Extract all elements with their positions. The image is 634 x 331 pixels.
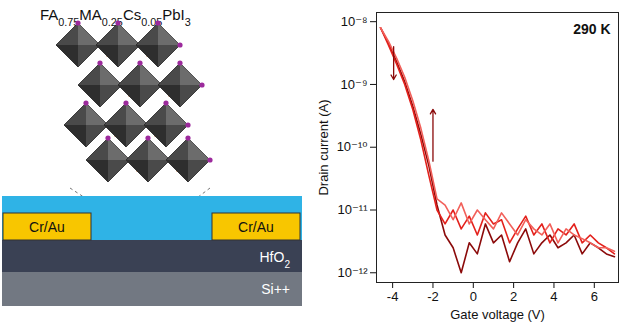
svg-text:-4: -4 <box>387 289 399 304</box>
svg-text:HfO2: HfO2 <box>260 249 291 270</box>
svg-text:Si++: Si++ <box>261 281 290 297</box>
svg-text:-2: -2 <box>427 289 439 304</box>
svg-text:10⁻¹¹: 10⁻¹¹ <box>338 202 369 217</box>
svg-text:Cr/Au: Cr/Au <box>238 219 274 235</box>
svg-text:0: 0 <box>470 289 477 304</box>
svg-text:FA0.75MA0.25Cs0.05PbI3: FA0.75MA0.25Cs0.05PbI3 <box>40 6 191 28</box>
svg-text:Drain current (A): Drain current (A) <box>316 99 331 195</box>
svg-text:Cr/Au: Cr/Au <box>29 219 65 235</box>
svg-text:6: 6 <box>591 289 598 304</box>
svg-text:10⁻¹⁰: 10⁻¹⁰ <box>337 139 368 154</box>
svg-text:10⁻⁹: 10⁻⁹ <box>341 77 368 92</box>
svg-text:4: 4 <box>550 289 557 304</box>
svg-text:Gate voltage (V): Gate voltage (V) <box>450 307 545 322</box>
svg-text:10⁻⁸: 10⁻⁸ <box>341 14 368 29</box>
svg-text:2: 2 <box>510 289 517 304</box>
svg-text:290 K: 290 K <box>573 21 610 37</box>
svg-text:10⁻¹²: 10⁻¹² <box>338 265 369 280</box>
